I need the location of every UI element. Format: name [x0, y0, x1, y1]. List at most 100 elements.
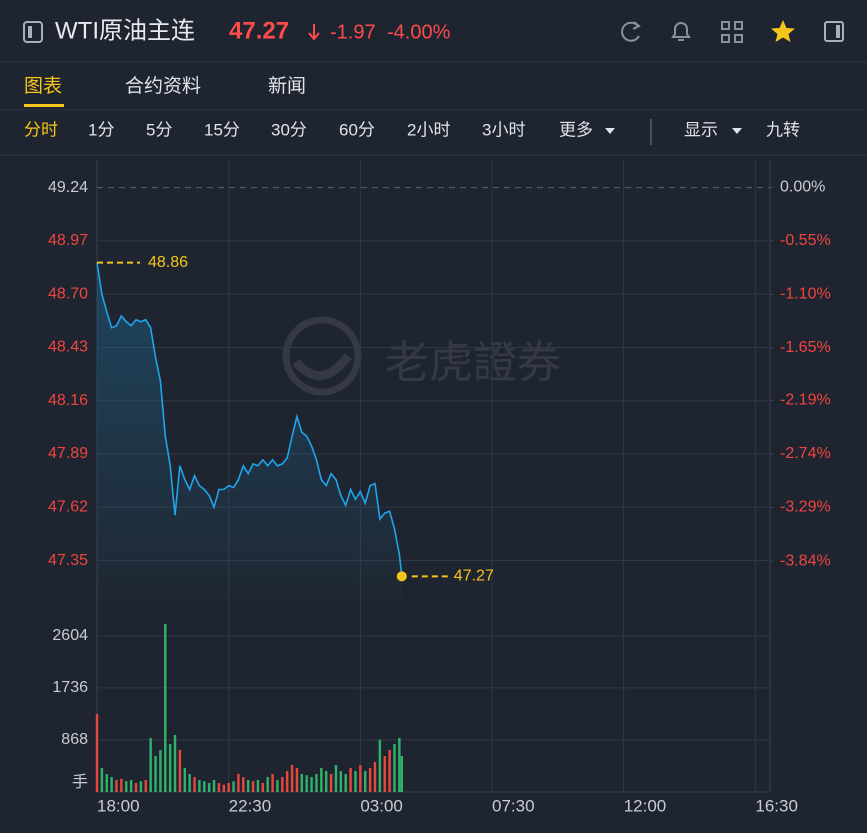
- interval-active[interactable]: 分时: [24, 120, 58, 139]
- volume-bar: [334, 765, 338, 792]
- volume-bar: [217, 783, 221, 792]
- grid-cell: [734, 21, 743, 30]
- y-tick-label: 47.62: [48, 498, 88, 515]
- open-label: 48.86: [148, 254, 188, 271]
- y-tick-label: 48.70: [48, 285, 88, 302]
- volume-bar: [178, 750, 182, 792]
- volume-bar: [359, 765, 362, 792]
- y2-tick-label: -2.19%: [780, 392, 831, 409]
- tab[interactable]: 合约资料: [125, 75, 201, 97]
- interval[interactable]: 3小时: [482, 120, 525, 139]
- grid-cell: [721, 21, 730, 30]
- interval[interactable]: 1分: [88, 120, 114, 139]
- y2-tick-label: -3.84%: [780, 552, 831, 569]
- x-tick-label: 16:30: [755, 796, 798, 815]
- volume-bar: [295, 768, 299, 792]
- volume-bar: [393, 744, 396, 792]
- symbol-title: WTI原油主连: [55, 17, 195, 44]
- volume-bar: [95, 714, 99, 792]
- volume-bar: [120, 778, 123, 792]
- tabs: 图表 合约资料 新闻: [24, 75, 306, 107]
- interval[interactable]: 60分: [339, 120, 375, 139]
- refresh-arrow: [632, 21, 641, 30]
- volume-bar: [125, 781, 128, 792]
- volume-bar: [188, 774, 191, 792]
- volume-bar: [261, 783, 265, 792]
- volume-bar: [139, 781, 143, 792]
- watermark-logo-mark: [292, 353, 352, 381]
- volume-bar: [339, 771, 343, 792]
- volume-bar: [271, 774, 274, 792]
- volume-bar: [388, 750, 391, 792]
- volume-bar: [115, 780, 118, 792]
- volume-bar: [344, 774, 347, 792]
- last-price: 47.27: [229, 17, 289, 44]
- y2-tick-label: -3.29%: [780, 499, 831, 516]
- bell-icon[interactable]: [671, 22, 691, 41]
- volume-bar: [325, 771, 328, 792]
- refresh-icon[interactable]: [621, 21, 640, 42]
- volume-bar: [320, 768, 323, 792]
- watermark-text: 老虎證券: [385, 339, 561, 388]
- price-area: [97, 262, 402, 600]
- volume-bar: [266, 777, 269, 792]
- volume-bar: [300, 774, 304, 792]
- indicator[interactable]: 九转: [766, 120, 800, 139]
- display-menu[interactable]: 显示: [684, 120, 718, 139]
- header: WTI原油主连 47.27 -1.97 -4.00%: [23, 17, 844, 44]
- panel-icon[interactable]: [824, 21, 844, 42]
- x-tick-label: 07:30: [492, 796, 535, 815]
- interval[interactable]: 5分: [146, 120, 172, 139]
- interval[interactable]: 2小时: [407, 120, 450, 139]
- tab-active[interactable]: 图表: [24, 75, 62, 97]
- volume-bar: [400, 756, 404, 792]
- y-tick-label: 47.89: [48, 445, 88, 462]
- favorite-star[interactable]: [771, 20, 795, 42]
- chart: 18:00 22:30 03:00 07:30 12:00 16:30 49.24 48.97…: [48, 160, 831, 815]
- volume-bar: [329, 774, 333, 792]
- volume-bar: [251, 781, 255, 792]
- volume-bar: [237, 774, 240, 792]
- volume-bar: [168, 744, 172, 792]
- y2-tick-label: -2.74%: [780, 445, 831, 462]
- volume-bar: [110, 777, 113, 792]
- volume-unit-label: 手: [72, 773, 88, 791]
- volume-bar: [203, 781, 206, 792]
- last-dot: [396, 571, 407, 582]
- volume-bar: [315, 774, 318, 792]
- x-tick-label: 22:30: [229, 796, 272, 815]
- dropdown-caret: [732, 128, 742, 134]
- volume-bar: [207, 783, 211, 792]
- volume-bar: [227, 783, 230, 792]
- y-tick-label: 48.43: [48, 339, 88, 356]
- y-tick-label: 49.24: [48, 179, 88, 196]
- volume-bar: [222, 784, 225, 792]
- back-icon[interactable]: [23, 21, 43, 43]
- volume-bar: [364, 771, 367, 792]
- volume-bar: [193, 777, 196, 792]
- back-icon-bar: [28, 26, 32, 38]
- volume-bar: [173, 735, 177, 792]
- volume-bar: [232, 781, 235, 792]
- volume-tick-label: 868: [61, 731, 88, 748]
- grid-cell: [734, 34, 743, 43]
- price-change: -1.97: [330, 21, 376, 43]
- volume-bar: [305, 775, 308, 792]
- y-tick-label: 48.97: [48, 232, 88, 249]
- volume-bar: [183, 768, 186, 792]
- volume-bar: [198, 780, 201, 792]
- grid-icon[interactable]: [721, 21, 743, 43]
- tab[interactable]: 新闻: [268, 75, 306, 97]
- interval[interactable]: 30分: [271, 120, 307, 139]
- watermark-logo: [282, 316, 362, 396]
- volume-bar: [368, 768, 372, 792]
- more-menu[interactable]: 更多: [559, 120, 593, 139]
- interval[interactable]: 15分: [204, 120, 240, 139]
- panel-icon-bar: [836, 25, 840, 38]
- down-arrow: [308, 24, 320, 41]
- volume-bar: [354, 771, 357, 792]
- volume-bar: [144, 780, 147, 792]
- price-change-pct: -4.00%: [387, 21, 451, 43]
- price-line: [96, 262, 403, 577]
- volume-bar: [159, 750, 162, 792]
